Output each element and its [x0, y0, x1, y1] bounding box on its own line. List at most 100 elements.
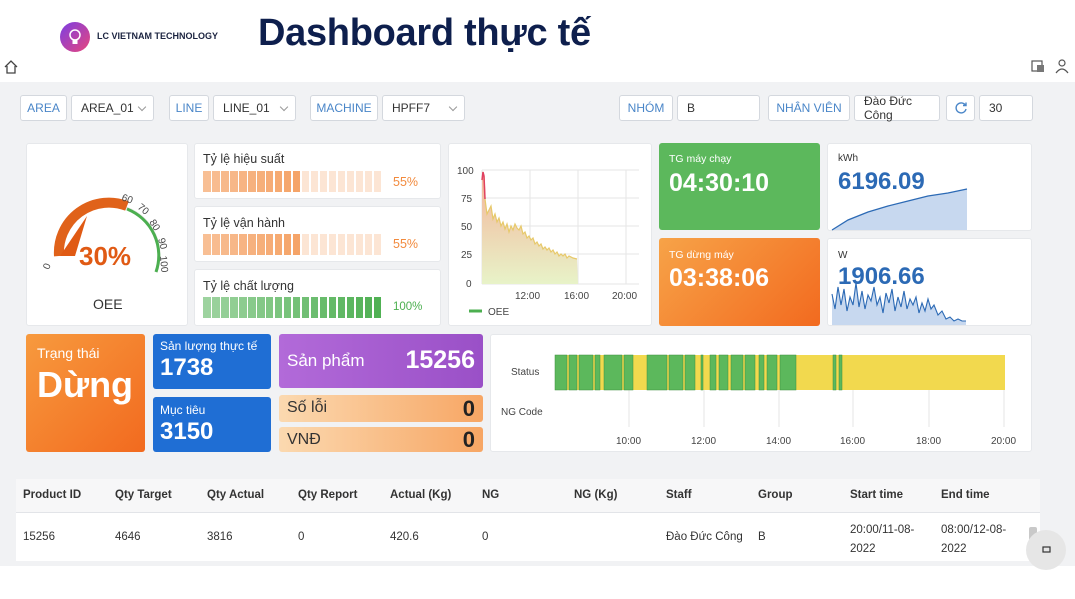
col-qty-actual[interactable]: Qty Actual: [207, 489, 265, 501]
timeline-xtick-1400: 14:00: [766, 436, 791, 447]
rate-segment: [283, 297, 292, 318]
rate-segment: [256, 171, 265, 192]
company-logo: [60, 22, 90, 52]
area-value: AREA_01: [81, 101, 134, 115]
vnd-label: VNĐ: [287, 431, 321, 448]
rate-segment: [364, 297, 373, 318]
cell-group: B: [758, 531, 766, 543]
downtime-label: TG dừng máy: [669, 249, 734, 261]
oee-xtick-2000: 20:00: [612, 291, 637, 302]
rate-segment: [292, 297, 301, 318]
energy-card: kWh 6196.09: [827, 143, 1032, 231]
status-value: Dừng: [37, 364, 134, 405]
gauge-tick-0: 0: [41, 262, 53, 271]
refresh-icon: [954, 102, 967, 114]
availability-rate-bar: [203, 234, 382, 255]
actual-output-card: Sản lượng thực tế 1738: [153, 334, 271, 389]
rate-segment: [355, 171, 364, 192]
rate-segment: [346, 171, 355, 192]
oee-gauge-card: 0 60 70 80 90 100 30% OEE: [26, 143, 188, 326]
downtime-value: 03:38:06: [669, 264, 770, 292]
table-row[interactable]: 15256 4646 3816 0 420.6 0 Đào Đức Công B…: [16, 513, 1040, 561]
oee-xtick-1600: 16:00: [564, 291, 589, 302]
downtime-card: TG dừng máy 03:38:06: [659, 238, 820, 326]
col-end-time[interactable]: End time: [941, 489, 990, 501]
col-start-time[interactable]: Start time: [850, 489, 904, 501]
quality-rate-value: 100%: [393, 301, 423, 313]
rate-segment: [247, 171, 256, 192]
cell-start-time: 20:00/11-08-2022: [850, 524, 915, 555]
home-icon[interactable]: [4, 60, 18, 74]
rate-segment: [211, 234, 220, 255]
cell-qty-actual: 3816: [207, 531, 233, 543]
staff-input[interactable]: Đào Đức Công: [854, 94, 940, 122]
rate-segment: [265, 297, 274, 318]
rate-segment: [229, 171, 238, 192]
col-ng[interactable]: NG: [482, 489, 500, 501]
runtime-label: TG máy chạy: [669, 153, 732, 165]
refresh-button[interactable]: [946, 95, 975, 121]
col-staff[interactable]: Staff: [666, 489, 692, 501]
rate-segment: [220, 171, 229, 192]
col-group[interactable]: Group: [758, 489, 793, 501]
rate-segment: [337, 234, 346, 255]
oee-ytick-0: 0: [466, 279, 472, 290]
col-actual-kg[interactable]: Actual (Kg): [390, 489, 452, 501]
rate-segment: [328, 234, 337, 255]
gauge-tick-60: 60: [120, 192, 135, 206]
power-card: W 1906.66: [827, 238, 1032, 326]
status-timeline-chart: Status NG Code 10:00 12:00 14:00 16:00 1…: [501, 354, 1016, 447]
target-value: 3150: [160, 418, 214, 445]
oee-value: 30%: [79, 241, 131, 271]
oee-gauge: 0 60 70 80 90 100 30% OEE: [41, 192, 169, 312]
target-card: Mục tiêu 3150: [153, 397, 271, 452]
rate-segment: [247, 234, 256, 255]
col-qty-report[interactable]: Qty Report: [298, 489, 358, 501]
staff-label: NHÂN VIÊN: [768, 95, 850, 121]
rate-segment: [346, 297, 355, 318]
rate-segment: [274, 171, 283, 192]
rate-segment: [283, 234, 292, 255]
target-label: Mục tiêu: [160, 403, 206, 417]
oee-ytick-50: 50: [461, 222, 473, 233]
rate-segment: [274, 297, 283, 318]
machine-label: MACHINE: [310, 95, 378, 121]
gauge-tick-100: 100: [157, 255, 169, 273]
availability-rate-value: 55%: [393, 237, 419, 251]
rate-segment: [373, 297, 382, 318]
group-label: NHÓM: [619, 95, 673, 121]
timeline-xtick-1800: 18:00: [916, 436, 941, 447]
export-icon[interactable]: [1030, 58, 1046, 74]
rate-segment: [355, 234, 364, 255]
rate-segment: [301, 234, 310, 255]
actual-output-value: 1738: [160, 354, 214, 381]
cell-qty-target: 4646: [115, 531, 141, 543]
col-qty-target[interactable]: Qty Target: [115, 489, 172, 501]
rate-segment: [220, 234, 229, 255]
rate-segment: [265, 171, 274, 192]
rate-segment: [256, 297, 265, 318]
rate-segment: [256, 234, 265, 255]
oee-ytick-100: 100: [457, 166, 474, 177]
status-label: Trạng thái: [37, 345, 100, 361]
col-product-id[interactable]: Product ID: [23, 489, 82, 501]
user-icon[interactable]: [1054, 58, 1070, 74]
vnd-card: VNĐ 0: [279, 427, 483, 452]
timeline-row-status: Status: [511, 367, 539, 378]
defects-label: Số lỗi: [287, 399, 328, 416]
group-input[interactable]: B: [677, 95, 760, 121]
refresh-interval-input[interactable]: 30: [979, 95, 1033, 121]
rate-segment: [274, 234, 283, 255]
energy-chart: [831, 188, 968, 231]
energy-value: 6196.09: [838, 168, 925, 195]
cell-qty-report: 0: [298, 531, 305, 543]
floating-action-button[interactable]: [1026, 530, 1066, 570]
gauge-tick-80: 80: [146, 218, 161, 234]
rate-segment: [319, 297, 328, 318]
col-ng-kg[interactable]: NG (Kg): [574, 489, 618, 501]
machine-select[interactable]: HPFF7: [382, 95, 465, 121]
line-select[interactable]: LINE_01: [213, 95, 296, 121]
rate-segment: [203, 297, 211, 318]
vnd-value: 0: [462, 427, 475, 452]
area-select[interactable]: AREA_01: [71, 95, 154, 121]
